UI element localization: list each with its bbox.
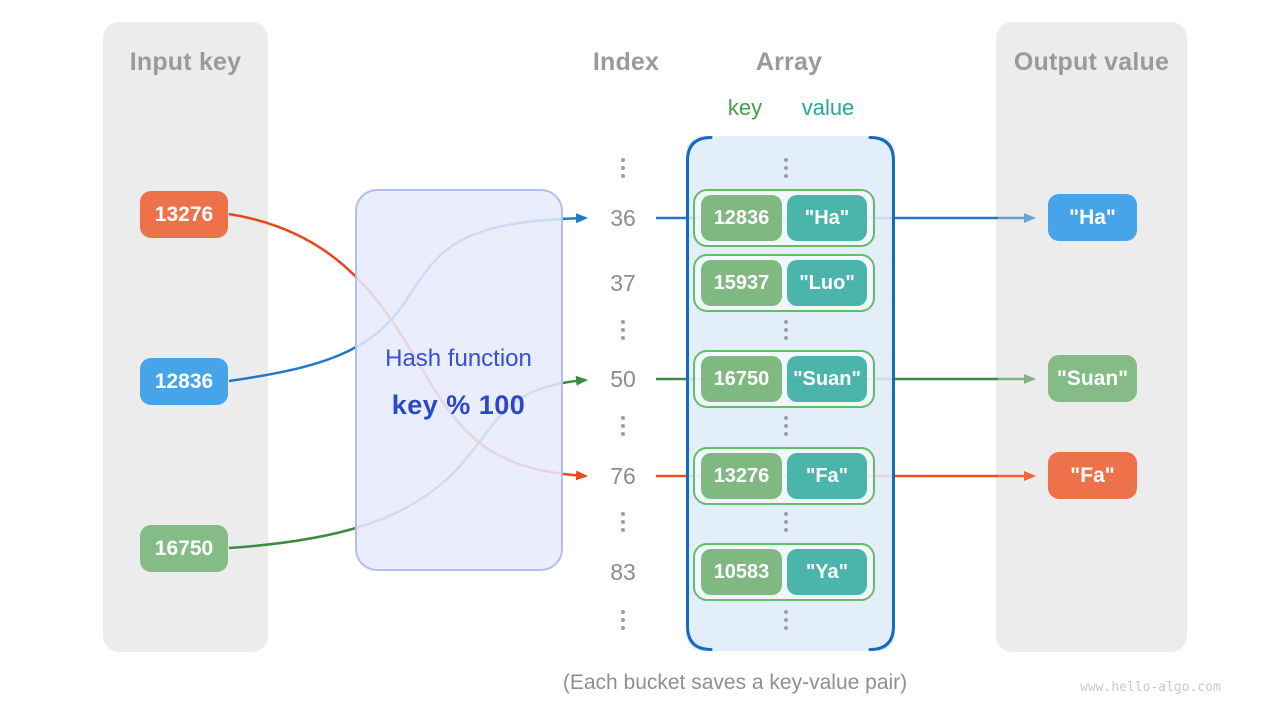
ellipsis-dots (784, 416, 788, 436)
ellipsis-dots (621, 416, 625, 436)
index-header: Index (592, 48, 660, 76)
index-50: 50 (610, 366, 636, 392)
bucket-row-76: 13276 "Fa" (693, 447, 875, 505)
value-column-label: value (801, 95, 855, 120)
bucket-row-83: 10583 "Ya" (693, 543, 875, 601)
ellipsis-dots (621, 158, 625, 178)
input-key-13276: 13276 (140, 191, 228, 238)
hash-function-box (355, 189, 563, 571)
caption: (Each bucket saves a key-value pair) (562, 671, 908, 694)
watermark: www.hello-algo.com (1080, 680, 1221, 695)
bucket-value: "Suan" (787, 356, 867, 402)
bucket-row-37: 15937 "Luo" (693, 254, 875, 312)
bucket-row-36: 12836 "Ha" (693, 189, 875, 247)
ellipsis-dots (621, 610, 625, 630)
bucket-row-50: 16750 "Suan" (693, 350, 875, 408)
array-panel-right-bracket (868, 136, 895, 651)
bucket-key: 13276 (701, 453, 782, 499)
output-value-header: Output value (1013, 48, 1170, 76)
ellipsis-dots (784, 158, 788, 178)
index-83: 83 (610, 559, 636, 585)
key-column-label: key (727, 95, 763, 120)
bucket-value: "Fa" (787, 453, 867, 499)
bucket-value: "Luo" (787, 260, 867, 306)
output-value-fa: "Fa" (1048, 452, 1137, 499)
ellipsis-dots (784, 512, 788, 532)
hash-function-formula: key % 100 (391, 390, 526, 420)
bucket-value: "Ha" (787, 195, 867, 241)
ellipsis-dots (621, 512, 625, 532)
bucket-key: 12836 (701, 195, 782, 241)
output-value-suan: "Suan" (1048, 355, 1137, 402)
index-37: 37 (610, 270, 636, 296)
output-value-ha: "Ha" (1048, 194, 1137, 241)
ellipsis-dots (784, 610, 788, 630)
bucket-value: "Ya" (787, 549, 867, 595)
ellipsis-dots (784, 320, 788, 340)
bucket-key: 16750 (701, 356, 782, 402)
output-value-panel (996, 22, 1187, 652)
bucket-key: 15937 (701, 260, 782, 306)
index-76: 76 (610, 463, 636, 489)
bucket-key: 10583 (701, 549, 782, 595)
array-panel-left-bracket (686, 136, 713, 651)
index-36: 36 (610, 205, 636, 231)
input-key-header: Input key (129, 48, 242, 76)
input-key-16750: 16750 (140, 525, 228, 572)
array-header: Array (755, 48, 823, 76)
ellipsis-dots (621, 320, 625, 340)
input-key-12836: 12836 (140, 358, 228, 405)
hash-function-title: Hash function (385, 345, 532, 372)
